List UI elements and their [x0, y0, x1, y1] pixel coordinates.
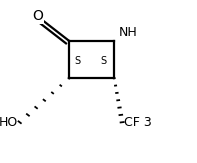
Text: NH: NH [119, 26, 138, 39]
Text: O: O [32, 9, 43, 23]
Text: S: S [100, 56, 107, 66]
Text: S: S [75, 56, 81, 66]
Text: CF 3: CF 3 [124, 116, 152, 129]
Text: HO: HO [0, 116, 18, 129]
